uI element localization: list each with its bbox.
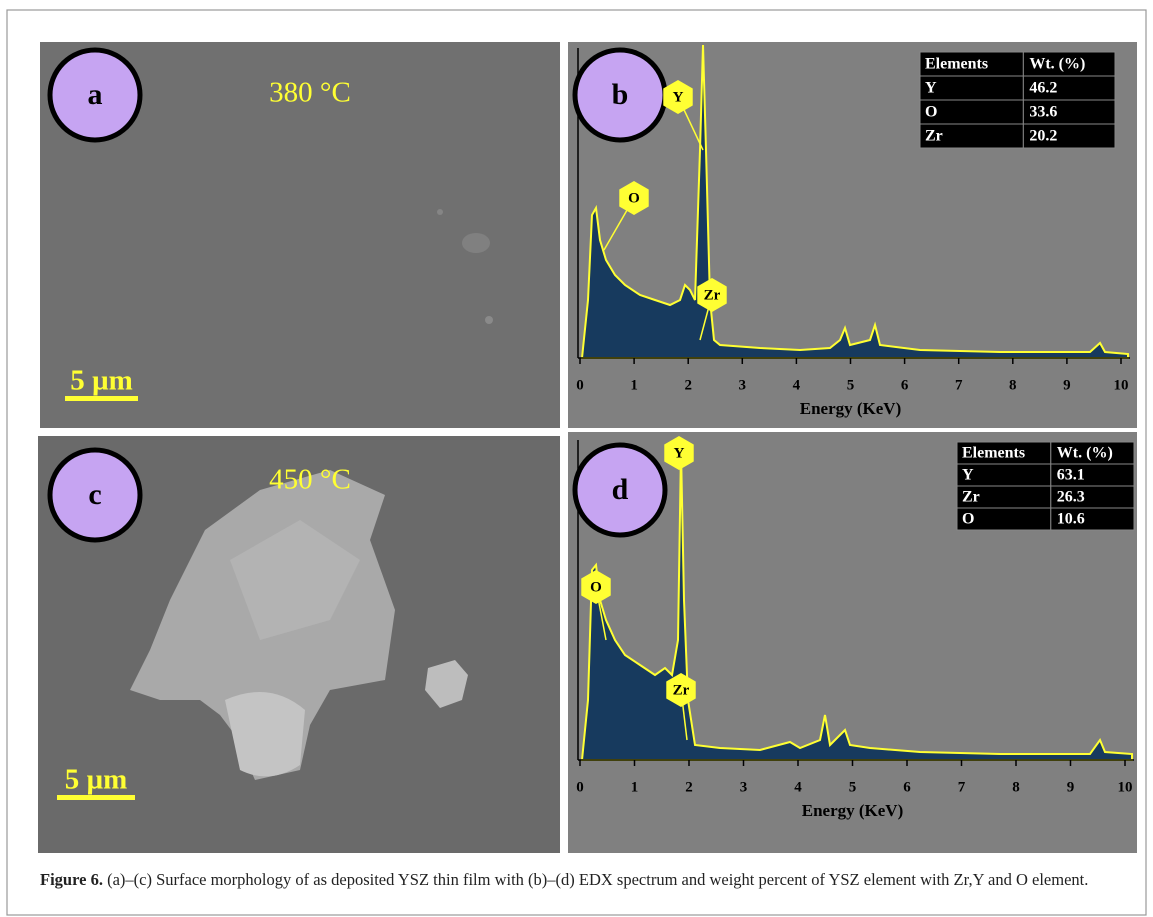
table-text: 20.2 (1029, 128, 1057, 145)
peak-label: O (628, 190, 640, 206)
panel-label: c (88, 478, 101, 511)
x-tick-label: 9 (1067, 779, 1075, 795)
peak-label: Zr (673, 682, 690, 698)
table-text: Wt. (%) (1029, 56, 1085, 73)
table-text: 10.6 (1057, 511, 1085, 528)
x-tick-label: 4 (793, 377, 801, 393)
table-text: Elements (925, 56, 988, 73)
caption-text: (a)–(c) Surface morphology of as deposit… (107, 870, 1088, 889)
table-text: Elements (962, 445, 1025, 462)
scale-bar (65, 396, 138, 401)
particle (437, 209, 443, 215)
x-tick-label: 6 (903, 779, 911, 795)
caption: Figure 6. (a)–(c) Surface morphology of … (40, 868, 1120, 891)
table-text: Y (962, 467, 974, 484)
x-tick-label: 7 (958, 779, 966, 795)
scale-bar-label: 5 µm (70, 365, 133, 397)
panel-label: d (612, 473, 629, 506)
temperature: 450 °C (269, 464, 351, 496)
table-text: 46.2 (1029, 80, 1057, 97)
caption-label: Figure 6. (40, 870, 103, 889)
peak-label: Y (673, 89, 684, 105)
x-tick-label: 6 (901, 377, 909, 393)
x-tick-label: 2 (684, 377, 692, 393)
table-text: O (925, 104, 937, 121)
scale-bar (57, 795, 135, 800)
particle (462, 233, 490, 253)
table-text: Y (925, 80, 937, 97)
table-text: 26.3 (1057, 489, 1085, 506)
table-text: Zr (962, 489, 980, 506)
x-tick-label: 10 (1118, 779, 1133, 795)
panel-label: a (88, 78, 103, 111)
table-text: Wt. (%) (1057, 445, 1113, 462)
x-tick-label: 4 (794, 779, 802, 795)
x-tick-label: 5 (849, 779, 857, 795)
x-tick-label: 8 (1009, 377, 1017, 393)
table-text: 63.1 (1057, 467, 1085, 484)
x-tick-label: 0 (576, 779, 584, 795)
peak-label: Y (674, 445, 685, 461)
x-tick-label: 3 (739, 377, 747, 393)
peak-label: Zr (704, 287, 721, 303)
x-tick-label: 9 (1063, 377, 1071, 393)
x-tick-label: 0 (576, 377, 584, 393)
figure: a380 °C5 µmb012345678910Energy (KeV)YOZr… (0, 0, 1153, 917)
table-text: 33.6 (1029, 104, 1057, 121)
table-text: O (962, 511, 974, 528)
x-tick-label: 10 (1114, 377, 1129, 393)
x-tick-label: 3 (740, 779, 748, 795)
peak-label: O (590, 579, 602, 595)
x-axis-label: Energy (KeV) (802, 801, 904, 820)
x-tick-label: 8 (1012, 779, 1020, 795)
x-tick-label: 5 (847, 377, 855, 393)
temperature: 380 °C (269, 77, 351, 109)
x-tick-label: 1 (631, 779, 639, 795)
x-axis-label: Energy (KeV) (800, 399, 902, 418)
panel-label: b (612, 78, 629, 111)
x-tick-label: 7 (955, 377, 963, 393)
table-text: Zr (925, 128, 943, 145)
scale-bar-label: 5 µm (65, 764, 128, 796)
body: a380 °C5 µmb012345678910Energy (KeV)YOZr… (0, 0, 1153, 917)
x-tick-label: 1 (630, 377, 638, 393)
page: {"panels": [ {"label": "a", "temperature… (0, 0, 1153, 917)
x-tick-label: 2 (685, 779, 693, 795)
particle (485, 316, 493, 324)
